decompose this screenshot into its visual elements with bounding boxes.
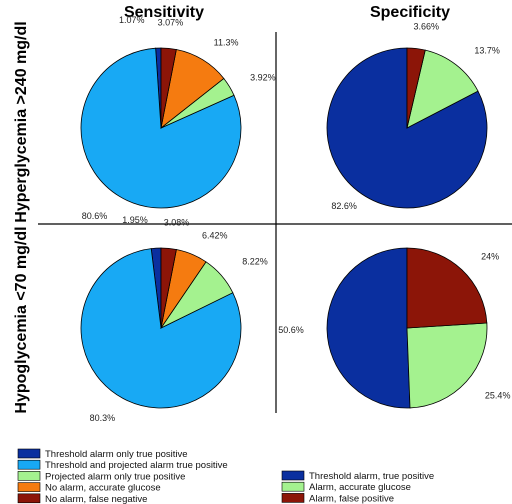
legend-sensitivity-label-1: Threshold and projected alarm true posit…	[45, 460, 228, 471]
pie-slice-hypo-spec-1	[406, 322, 488, 409]
slice-label-hypo-sens-0: 1.95%	[122, 215, 148, 225]
slice-label-hyper-sens-0: 1.07%	[119, 15, 145, 25]
column-title-sensitivity: Sensitivity	[124, 4, 204, 21]
slice-label-hyper-spec-2: 3.66%	[413, 22, 439, 32]
pie-slice-hyper-sens-4	[160, 47, 177, 129]
legend-specificity-swatch-1	[281, 481, 305, 492]
slice-label-hypo-sens-3: 6.42%	[202, 231, 228, 241]
legend-sensitivity-label-4: No alarm, false negative	[45, 494, 147, 504]
legend-specificity-label-2: Alarm, false positive	[309, 493, 394, 504]
pie-slice-hyper-spec-2	[406, 47, 426, 129]
slice-label-hyper-sens-2: 3.92%	[250, 72, 276, 82]
legend-sensitivity-label-2: Projected alarm only true positive	[45, 471, 185, 482]
legend-sensitivity-label-3: No alarm, accurate glucose	[45, 483, 161, 494]
legend-sensitivity-label-0: Threshold alarm only true positive	[45, 449, 188, 460]
pie-hypo-specificity: 50.6% 25.4% 24%	[278, 247, 511, 409]
legend-sensitivity: Threshold alarm only true positiveThresh…	[17, 448, 228, 504]
legend-sensitivity-swatch-3	[17, 482, 41, 492]
legend-specificity-swatch-0	[281, 470, 305, 481]
slice-label-hyper-spec-1: 13.7%	[474, 46, 500, 56]
pie-hyper-specificity: 82.6% 13.7% 3.66%	[326, 22, 500, 211]
column-title-specificity: Specificity	[370, 4, 450, 21]
legend-specificity-label-1: Alarm, accurate glucose	[309, 482, 411, 493]
legend-sensitivity-swatch-0	[17, 448, 41, 459]
slice-label-hypo-spec-2: 24%	[481, 252, 499, 262]
row-title-hyperglycemia: Hyperglycemia >240 mg/dl	[13, 21, 30, 222]
legend-specificity-label-0: Threshold alarm, true positive	[309, 471, 434, 482]
legend-sensitivity-swatch-2	[17, 471, 41, 481]
slice-label-hypo-sens-2: 8.22%	[242, 257, 268, 267]
slice-label-hypo-sens-4: 3.08%	[164, 217, 190, 227]
row-title-hypoglycemia: Hypoglycemia <70 mg/dl	[13, 226, 30, 413]
pie-slice-hypo-spec-0	[326, 247, 411, 409]
pie-slice-hypo-spec-2	[406, 247, 488, 329]
pie-hyper-sensitivity: 1.07% 80.6% 3.92% 11.3% 3.07%	[80, 15, 276, 221]
slice-label-hyper-sens-4: 3.07%	[158, 17, 184, 27]
pie-slice-hyper-spec-1	[406, 49, 479, 129]
slice-label-hyper-spec-0: 82.6%	[331, 201, 357, 211]
pie-hypo-sensitivity: 1.95% 80.3% 8.22% 6.42% 3.08%	[80, 215, 268, 423]
legend-specificity-swatch-2	[281, 493, 305, 503]
legend-sensitivity-swatch-4	[17, 493, 41, 504]
pie-slice-hypo-sens-4	[160, 247, 177, 329]
slice-label-hypo-spec-0: 50.6%	[278, 325, 304, 335]
legend-sensitivity-swatch-1	[17, 459, 41, 470]
slice-label-hyper-sens-1: 80.6%	[82, 211, 108, 221]
slice-label-hypo-sens-1: 80.3%	[90, 413, 116, 423]
slice-label-hyper-sens-3: 11.3%	[214, 37, 239, 47]
slice-label-hypo-spec-1: 25.4%	[485, 391, 511, 401]
